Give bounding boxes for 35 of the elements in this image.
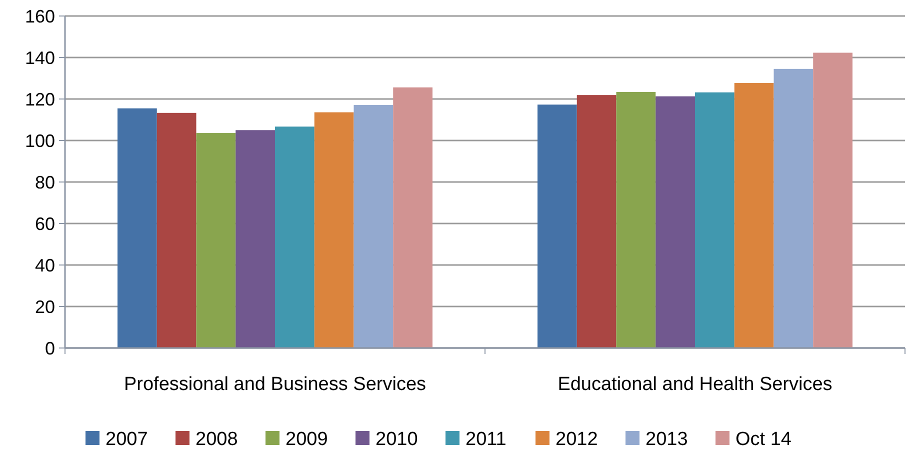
bar — [393, 87, 432, 348]
y-tick-label: 120 — [24, 89, 55, 110]
bar — [196, 133, 236, 348]
bar — [656, 96, 695, 348]
y-tick-label: 160 — [24, 6, 55, 26]
legend-label: 2011 — [466, 429, 506, 450]
bar — [538, 104, 577, 348]
bar — [695, 92, 734, 348]
legend-label: 2010 — [376, 429, 418, 450]
legend-label: 2009 — [286, 429, 328, 450]
bar — [576, 95, 616, 348]
bar — [616, 92, 656, 348]
y-tick-label: 60 — [34, 214, 55, 234]
legend-label: 2013 — [646, 429, 688, 450]
bar — [734, 83, 774, 348]
legend-label: Oct 14 — [736, 429, 792, 450]
legend-label: 2007 — [106, 429, 148, 450]
bar — [354, 105, 394, 348]
x-tick-label: Educational and Health Services — [558, 374, 832, 395]
y-tick-label: 100 — [24, 130, 55, 151]
bar — [156, 112, 196, 348]
bar — [774, 68, 814, 348]
y-tick-label: 40 — [34, 255, 55, 276]
bar — [275, 126, 314, 348]
bar — [236, 130, 275, 348]
y-tick-label: 0 — [44, 338, 55, 358]
bar — [813, 52, 852, 348]
legend-label: 2012 — [556, 429, 598, 450]
x-tick-label: Professional and Business Services — [124, 374, 426, 395]
y-tick-label: 140 — [24, 48, 55, 68]
y-tick-label: 20 — [34, 296, 55, 317]
bar — [314, 112, 354, 348]
legend-label: 2008 — [196, 429, 238, 450]
bar — [118, 108, 157, 348]
y-tick-label: 80 — [34, 172, 55, 192]
